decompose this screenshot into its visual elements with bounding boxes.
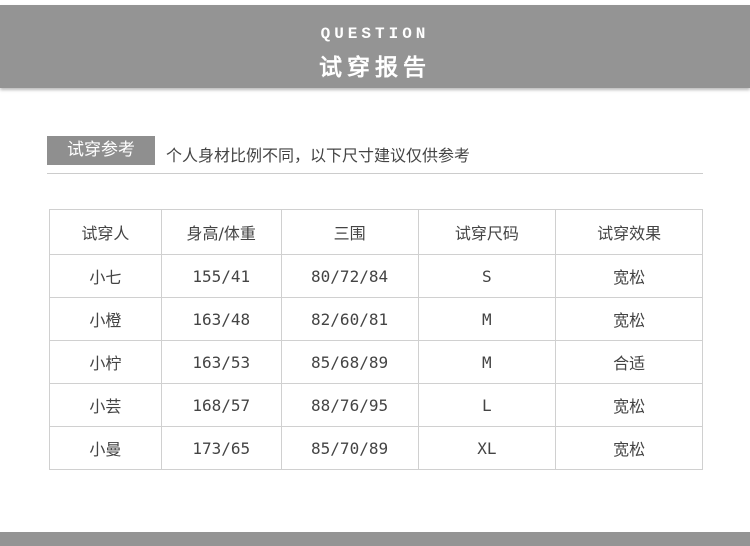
table-cell: 宽松: [555, 426, 703, 470]
table-cell: S: [417, 254, 557, 298]
table-cell: 小柠: [49, 340, 162, 384]
table-cell: 80/72/84: [280, 254, 419, 298]
table-cell: XL: [417, 426, 557, 470]
table-cell: 小七: [49, 254, 162, 298]
table-cell: 168/57: [160, 383, 282, 427]
table-cell: 合适: [555, 340, 703, 384]
table-cell: 小曼: [49, 426, 162, 470]
table-row: 小柠 163/53 85/68/89 M 合适: [49, 340, 703, 384]
footer-band: [0, 532, 750, 546]
table-cell: 试穿尺码: [417, 209, 557, 255]
table-cell: 85/68/89: [280, 340, 419, 384]
table-cell: 宽松: [555, 254, 703, 298]
table-cell: 身高/体重: [160, 209, 282, 255]
table-cell: 宽松: [555, 297, 703, 341]
table-cell: 173/65: [160, 426, 282, 470]
header-cn-title: 试穿报告: [319, 55, 431, 81]
table-cell: M: [417, 340, 557, 384]
table-header-row: 试穿人 身高/体重 三围 试穿尺码 试穿效果: [49, 209, 703, 255]
table-cell: 85/70/89: [280, 426, 419, 470]
table-row: 小七 155/41 80/72/84 S 宽松: [49, 254, 703, 298]
table-cell: 宽松: [555, 383, 703, 427]
table-cell: 试穿人: [49, 209, 162, 255]
table-cell: 小橙: [49, 297, 162, 341]
table-cell: 试穿效果: [555, 209, 703, 255]
size-table: 试穿人 身高/体重 三围 试穿尺码 试穿效果 小七 155/41 80/72/84 S 宽松 小橙 1…: [49, 209, 703, 470]
table-row: 小芸 168/57 88/76/95 L 宽松: [49, 383, 703, 427]
table-cell: 小芸: [49, 383, 162, 427]
table-cell: 163/48: [160, 297, 282, 341]
section-note: 个人身材比例不同，以下尺寸建议仅供参考: [166, 146, 471, 165]
table-cell: 三围: [280, 209, 419, 255]
header-band: QUESTION 试穿报告: [0, 5, 750, 88]
table-cell: 82/60/81: [280, 297, 419, 341]
table-cell: 155/41: [160, 254, 282, 298]
header-en-title: QUESTION: [320, 25, 430, 43]
section-tag: 试穿参考: [47, 136, 155, 165]
table-cell: M: [417, 297, 557, 341]
table-cell: 88/76/95: [280, 383, 419, 427]
table-row: 小曼 173/65 85/70/89 XL 宽松: [49, 426, 703, 470]
table-cell: 163/53: [160, 340, 282, 384]
table-row: 小橙 163/48 82/60/81 M 宽松: [49, 297, 703, 341]
divider: [47, 173, 703, 174]
table-cell: L: [417, 383, 557, 427]
